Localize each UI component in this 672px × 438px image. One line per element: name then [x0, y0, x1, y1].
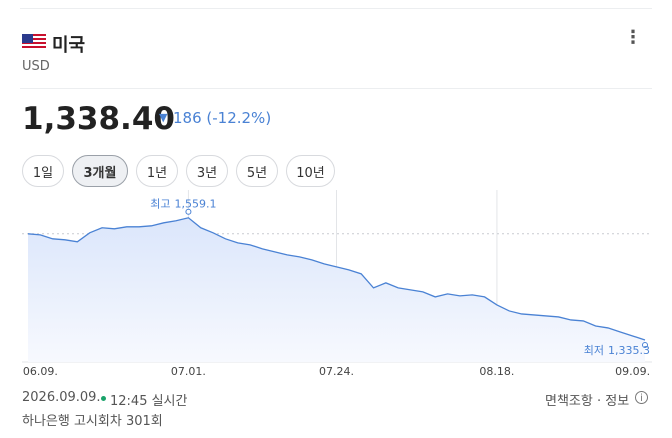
extreme-label-name: 최고 [150, 198, 170, 211]
extreme-point [185, 208, 192, 215]
info-icon[interactable]: i [635, 391, 648, 404]
time: 12:45 실시간 [110, 394, 188, 409]
source: 하나은행 고시회차 301회 [22, 414, 163, 429]
x-tick-label: 08.18. [479, 365, 514, 378]
down-arrow: ▼ [159, 111, 168, 124]
price: 1,338.40 [22, 101, 175, 137]
divider [20, 88, 652, 89]
top-divider [20, 8, 652, 9]
area [28, 217, 645, 362]
currency-code: USD [22, 59, 50, 74]
flag-icon [22, 34, 46, 50]
extreme-label: 최저 1,335.3 [584, 344, 650, 357]
period-tab[interactable]: 3개월 [72, 155, 128, 187]
extreme-label-name: 최저 [584, 344, 604, 357]
extreme-label-value: 1,335.3 [608, 344, 650, 357]
period-tab[interactable]: 1일 [22, 155, 64, 187]
period-tab[interactable]: 3년 [186, 155, 228, 187]
period-tab[interactable]: 5년 [236, 155, 278, 187]
x-tick-label: 07.01. [171, 365, 206, 378]
more-menu[interactable]: ⋮ [624, 27, 642, 48]
x-tick-label: 09.09. [615, 365, 650, 378]
x-tick-label: 06.09. [23, 365, 58, 378]
period-tab[interactable]: 1년 [136, 155, 178, 187]
extreme-label: 최고 1,559.1 [150, 198, 216, 211]
disclaimer[interactable]: 면책조항 · 정보 [545, 394, 630, 409]
line [27, 217, 646, 341]
date: 2026.09.09. [22, 390, 101, 405]
price-change: 186 (-12.2%) [173, 109, 272, 127]
live-dot [101, 396, 106, 401]
extreme-point [642, 341, 648, 348]
currency-title: 미국 [52, 35, 86, 56]
extreme-label-value: 1,559.1 [175, 198, 217, 211]
x-tick-label: 07.24. [319, 365, 354, 378]
period-tab[interactable]: 10년 [286, 155, 335, 187]
chart: 06.09. 07.01. 07.24. 08.18. 09.09.최고 1,559.1최… [22, 190, 652, 378]
